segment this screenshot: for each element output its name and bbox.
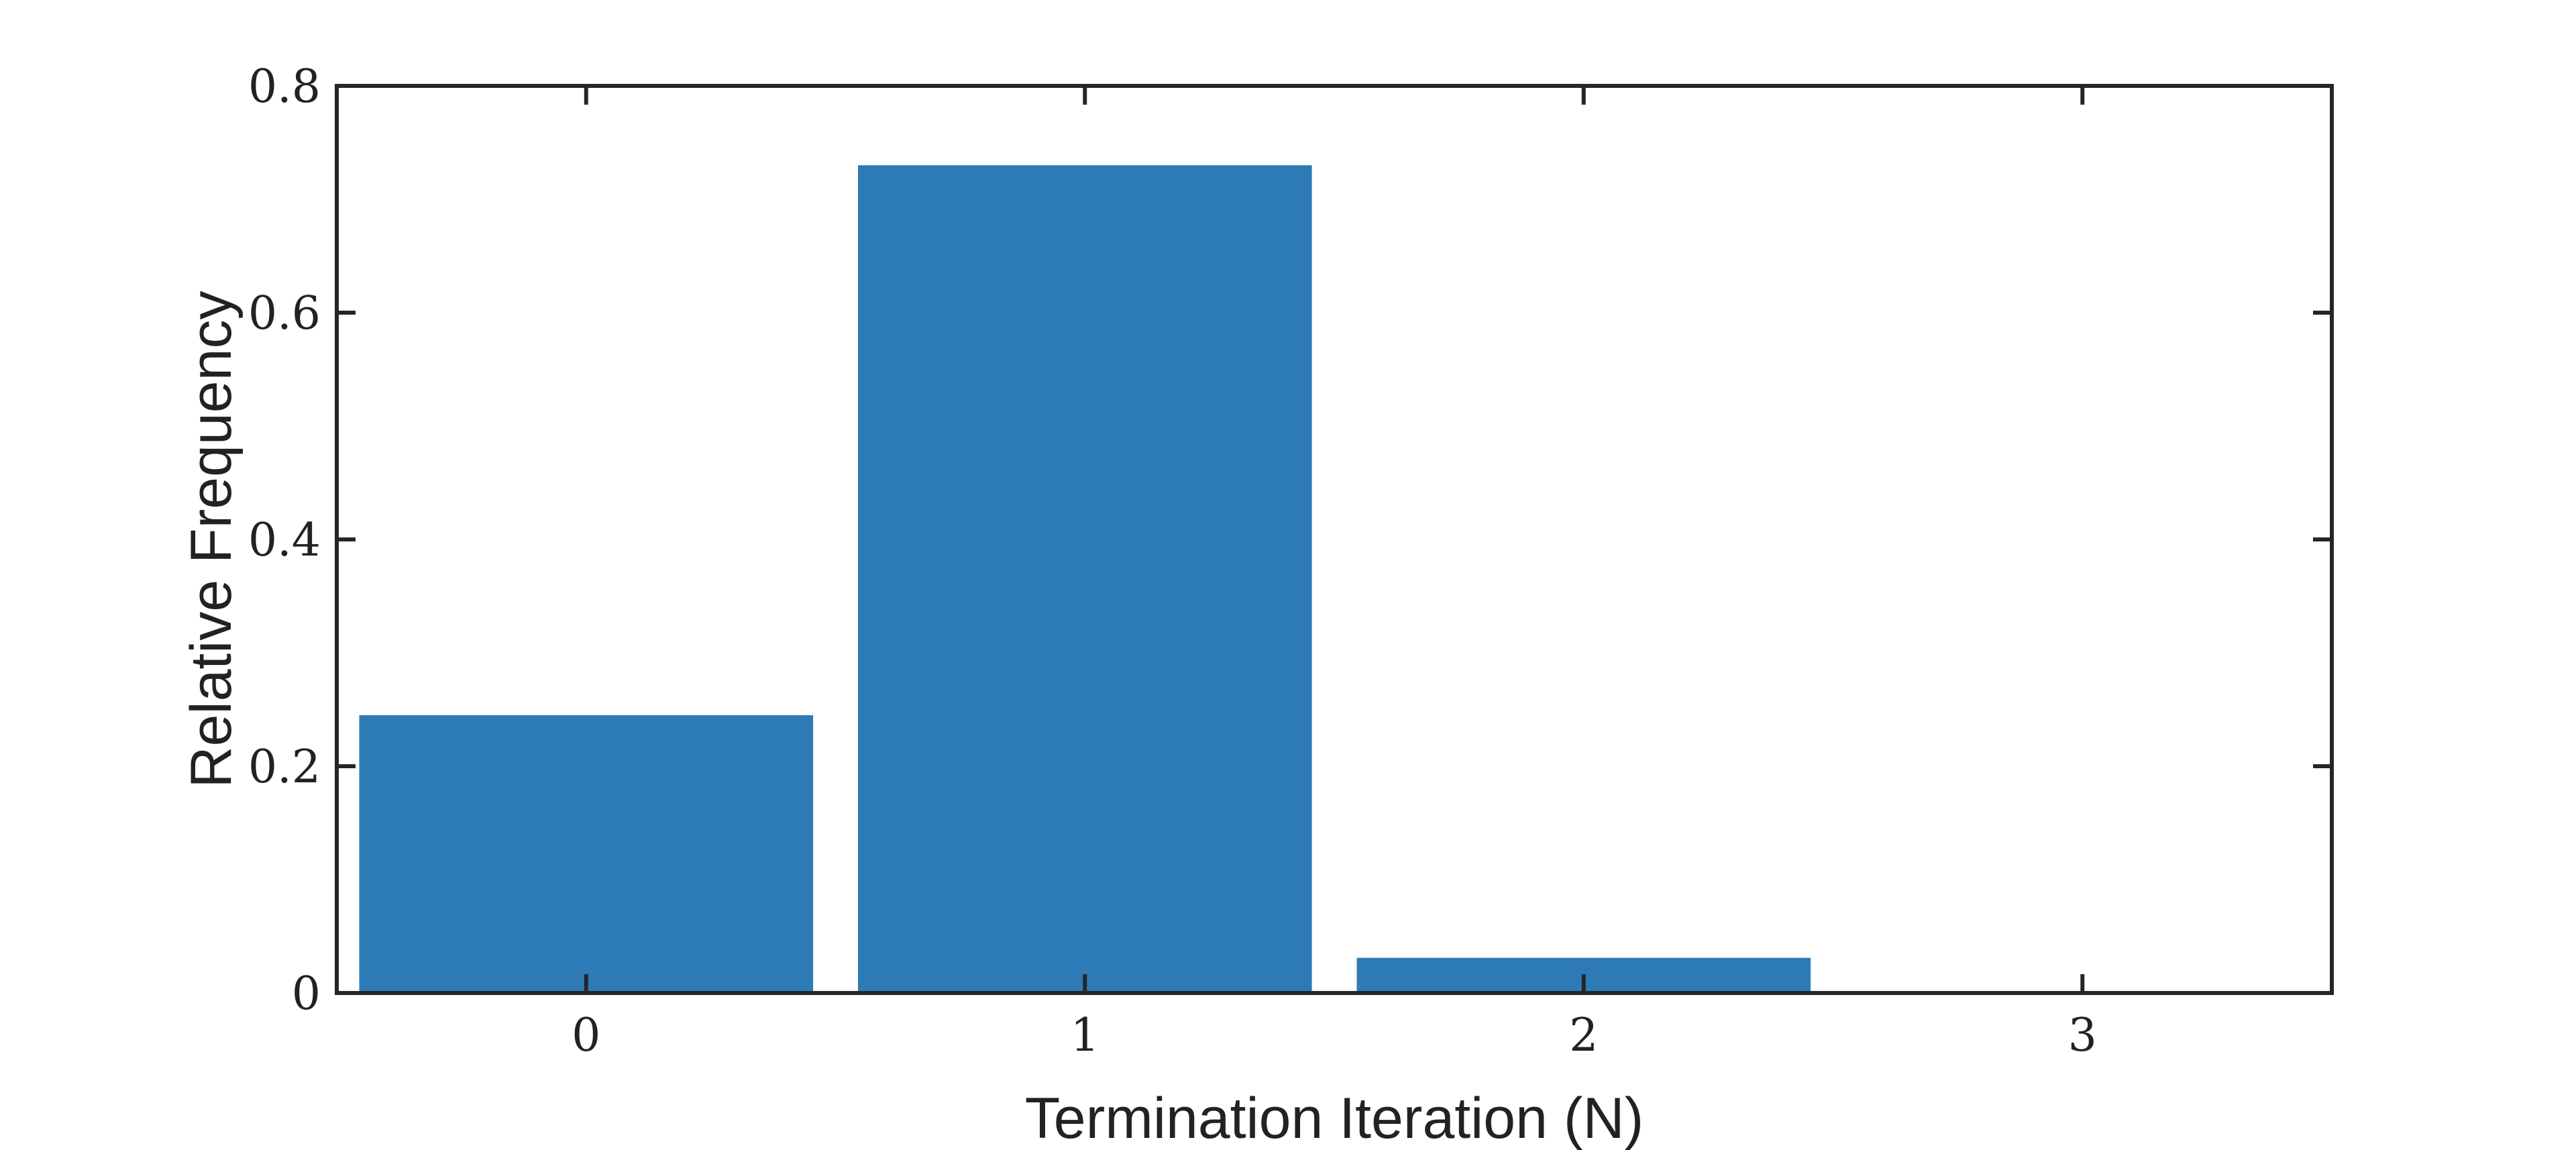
x-tick-label-2: 2: [1569, 1009, 1598, 1062]
bars-layer: [359, 165, 2310, 993]
y-tick-labels: 0 0.2 0.4 0.6 0.8: [248, 60, 321, 1021]
bar-1: [858, 165, 1312, 993]
y-tick-label-1: 0.2: [248, 741, 321, 794]
y-axis-label: Relative Frequency: [179, 291, 244, 788]
x-tick-labels: 0 1 2 3: [572, 1009, 2097, 1062]
y-tick-label-0: 0: [292, 968, 321, 1021]
y-tick-label-2: 0.4: [248, 514, 321, 567]
x-tick-label-0: 0: [572, 1009, 600, 1062]
plot-frame: [335, 84, 2334, 995]
y-tick-label-3: 0.6: [248, 287, 321, 340]
x-tick-label-3: 3: [2068, 1009, 2097, 1062]
x-axis-label: Termination Iteration (N): [1025, 1086, 1644, 1150]
bar-0: [359, 715, 814, 993]
y-tick-label-4: 0.8: [248, 60, 321, 113]
x-tick-label-1: 1: [1071, 1009, 1099, 1062]
